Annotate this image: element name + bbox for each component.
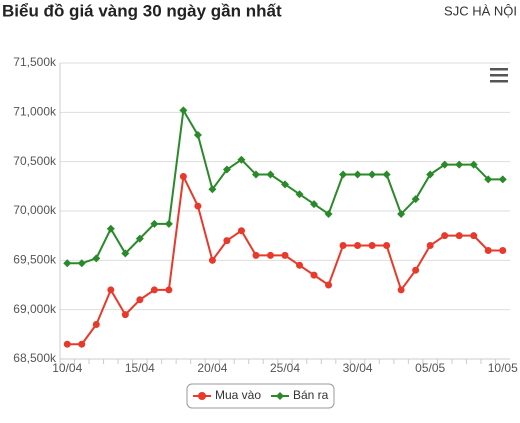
x-tick-label: 15/04 [125, 361, 155, 375]
point [397, 286, 405, 294]
chart-title: Biểu đồ giá vàng 30 ngày gần nhất [2, 1, 282, 20]
x-tick-label: 05/05 [415, 361, 445, 375]
point [281, 251, 289, 259]
point [310, 271, 318, 279]
legend-label: Mua vào [215, 388, 261, 402]
point [412, 266, 420, 274]
point [295, 190, 304, 199]
point [310, 200, 319, 209]
point [455, 232, 463, 240]
point [499, 246, 507, 254]
point [164, 219, 173, 228]
point [354, 242, 362, 250]
point [339, 170, 348, 179]
point [63, 340, 71, 348]
point [397, 209, 406, 218]
x-tick-label: 25/04 [270, 361, 300, 375]
point [106, 224, 115, 233]
y-tick-label: 71,500k [13, 55, 57, 69]
point [353, 170, 362, 179]
point [296, 261, 304, 269]
point [150, 286, 158, 294]
point [237, 155, 246, 164]
point [426, 170, 435, 179]
y-tick-label: 68,500k [13, 351, 57, 365]
point [484, 175, 493, 184]
point [368, 170, 377, 179]
point [222, 165, 231, 174]
point [107, 286, 115, 294]
point [92, 320, 100, 328]
x-tick-label: 20/04 [197, 361, 227, 375]
point [324, 209, 333, 218]
point [325, 281, 333, 289]
y-tick-label: 69,500k [13, 253, 57, 267]
point [484, 246, 492, 254]
x-tick-label: 10/05 [488, 361, 518, 375]
point [179, 172, 187, 180]
point [266, 170, 275, 179]
point [223, 237, 231, 245]
point [78, 340, 86, 348]
point [455, 160, 464, 169]
point [368, 242, 376, 250]
point [470, 232, 478, 240]
point [208, 185, 217, 194]
chart-subtitle: SJC HÀ NỘI [444, 3, 517, 18]
point [382, 170, 391, 179]
point [121, 249, 130, 258]
point [92, 254, 101, 263]
point [150, 219, 159, 228]
y-tick-label: 69,000k [13, 302, 57, 316]
x-tick-label: 10/04 [52, 361, 82, 375]
point [426, 242, 434, 250]
point [266, 251, 274, 259]
y-tick-label: 70,500k [13, 154, 57, 168]
point [252, 251, 260, 259]
point [440, 160, 449, 169]
point [136, 296, 144, 304]
point [121, 311, 129, 319]
point [411, 195, 420, 204]
point [469, 160, 478, 169]
point [208, 256, 216, 264]
x-tick-label: 30/04 [343, 361, 373, 375]
point [63, 259, 72, 268]
point [339, 242, 347, 250]
menu-icon[interactable] [490, 68, 508, 83]
y-tick-label: 71,000k [13, 105, 57, 119]
legend-box [186, 383, 335, 409]
point [179, 106, 188, 115]
point [193, 131, 202, 140]
point [237, 227, 245, 235]
y-tick-label: 70,000k [13, 203, 57, 217]
point [165, 286, 173, 294]
legend-label: Bán ra [293, 388, 329, 402]
legend-marker [276, 392, 284, 400]
point [281, 180, 289, 189]
point [441, 232, 449, 240]
legend-marker [198, 392, 206, 400]
point [194, 202, 202, 210]
point [498, 175, 507, 184]
point [251, 170, 260, 179]
point [383, 242, 391, 250]
point [135, 234, 144, 243]
point [77, 259, 86, 268]
